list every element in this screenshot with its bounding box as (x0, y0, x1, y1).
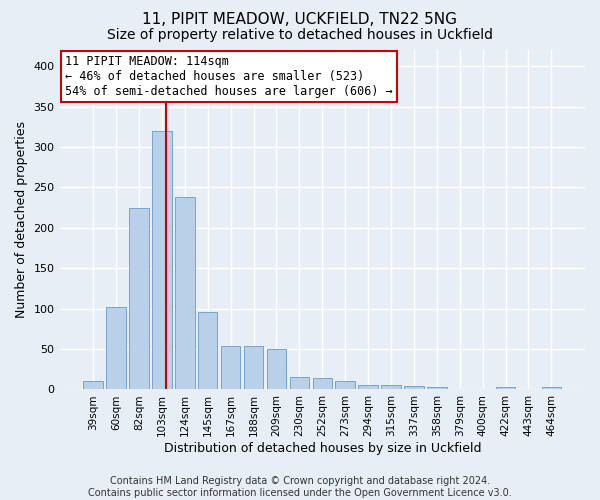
Bar (175, 197, 194, 390)
Bar (335, 382, 355, 390)
Bar (83, 382, 103, 390)
Bar (542, 387, 561, 390)
Bar (267, 349, 286, 390)
Bar (221, 346, 241, 390)
Text: 11, PIPIT MEADOW, UCKFIELD, TN22 5NG: 11, PIPIT MEADOW, UCKFIELD, TN22 5NG (143, 12, 458, 28)
Bar (381, 386, 401, 390)
Bar (129, 208, 149, 390)
Bar (106, 307, 126, 390)
Text: Contains HM Land Registry data © Crown copyright and database right 2024.
Contai: Contains HM Land Registry data © Crown c… (88, 476, 512, 498)
Bar (244, 346, 263, 390)
Bar (152, 131, 172, 390)
Y-axis label: Number of detached properties: Number of detached properties (15, 121, 28, 318)
Bar (290, 378, 309, 390)
Bar (404, 386, 424, 390)
Text: 11 PIPIT MEADOW: 114sqm
← 46% of detached houses are smaller (523)
54% of semi-d: 11 PIPIT MEADOW: 114sqm ← 46% of detache… (65, 55, 392, 98)
Text: Size of property relative to detached houses in Uckfield: Size of property relative to detached ho… (107, 28, 493, 42)
Bar (313, 378, 332, 390)
Bar (496, 387, 515, 390)
X-axis label: Distribution of detached houses by size in Uckfield: Distribution of detached houses by size … (164, 442, 481, 455)
Bar (427, 387, 446, 390)
Bar (198, 312, 217, 390)
Bar (358, 384, 378, 390)
